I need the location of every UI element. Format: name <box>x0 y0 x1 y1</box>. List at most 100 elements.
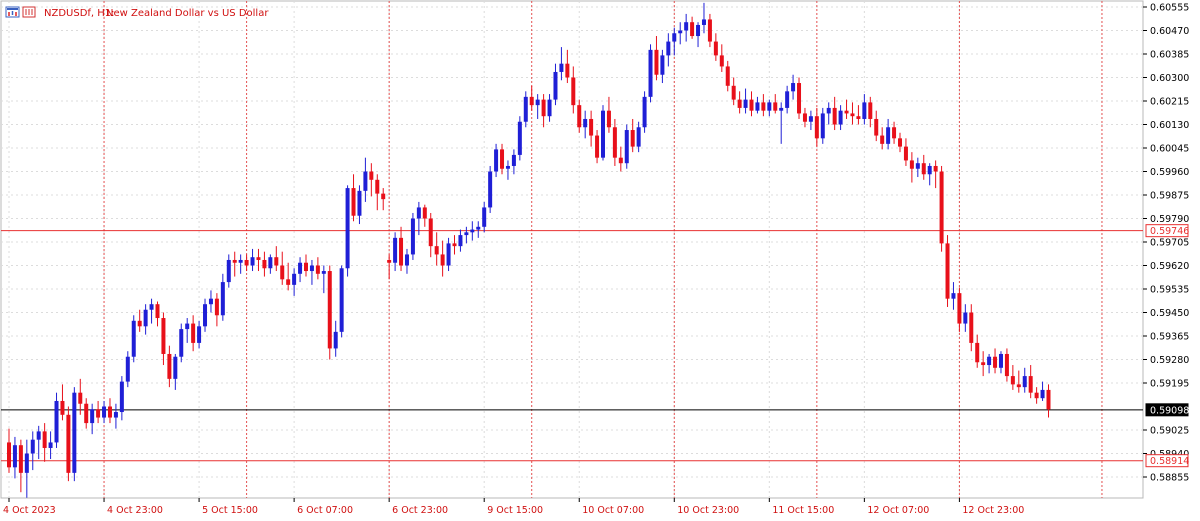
candle-bullish <box>755 96 760 114</box>
candle-body <box>785 91 790 108</box>
candle-bearish <box>606 96 611 133</box>
price-axis-label: 0.60300 <box>1150 73 1189 84</box>
candle-bearish <box>612 118 617 166</box>
candle-bearish <box>1010 365 1015 390</box>
candle-body <box>987 356 992 366</box>
candle-body <box>155 304 160 319</box>
candle-body <box>203 304 208 327</box>
candle-body <box>167 353 172 379</box>
candle-body <box>298 262 303 274</box>
candle-bearish <box>719 44 724 72</box>
candle-bullish <box>636 121 641 153</box>
candle-body <box>333 331 338 349</box>
candle-bearish <box>84 398 89 429</box>
candle-bearish <box>60 384 65 421</box>
candle-bearish <box>802 107 807 128</box>
candle-bullish <box>197 320 202 349</box>
candle-bearish <box>1028 365 1033 399</box>
candle-body <box>381 193 386 200</box>
price-line-label-text: 0.59098 <box>1150 405 1189 416</box>
candle-body <box>1010 376 1015 385</box>
candle-body <box>648 49 653 97</box>
price-lines <box>1 230 1143 462</box>
candle-bullish <box>505 160 510 180</box>
candle-body <box>791 83 796 92</box>
candle-body <box>880 135 885 144</box>
price-line-label: 0.59746 <box>1145 224 1189 238</box>
candle-bullish <box>131 315 136 363</box>
time-axis-label: 10 Oct 07:00 <box>582 505 644 516</box>
candle-body <box>850 113 855 117</box>
candle-bearish <box>850 102 855 125</box>
candle-body <box>862 102 867 119</box>
candle-bullish <box>410 212 415 260</box>
candle-body <box>529 96 534 106</box>
candle-body <box>434 246 439 255</box>
candle-bearish <box>529 85 534 111</box>
candle-body <box>701 19 706 25</box>
candle-bullish <box>102 400 107 424</box>
candle-bearish <box>452 235 457 255</box>
bars-toggle-icon[interactable] <box>22 6 36 18</box>
candle-bearish <box>244 254 249 272</box>
price-axis-label: 0.60470 <box>1150 26 1189 37</box>
candle-body <box>660 55 665 75</box>
candle-body <box>606 110 611 128</box>
candle-body <box>488 171 493 208</box>
candle-body <box>915 163 920 169</box>
candle-body <box>149 304 154 310</box>
candle-body <box>220 282 225 316</box>
candle-bearish <box>1034 387 1039 404</box>
candle-bullish <box>785 85 790 114</box>
candle-body <box>78 392 83 404</box>
candle-body <box>48 442 53 448</box>
candle-bullish <box>838 105 843 131</box>
candle-body <box>494 149 499 172</box>
candle-bearish <box>214 293 219 327</box>
candle-body <box>399 237 404 266</box>
candle-bullish <box>238 254 243 274</box>
candle-bearish <box>975 334 980 368</box>
candle-body <box>903 146 908 161</box>
candle-bullish <box>149 298 154 324</box>
candle-bearish <box>589 110 594 147</box>
candle-body <box>808 116 813 122</box>
candle-bullish <box>535 94 540 119</box>
candle-body <box>957 293 962 324</box>
candle-bearish <box>286 262 291 291</box>
candle-body <box>327 271 332 349</box>
candle-body <box>357 190 362 216</box>
candle-bullish <box>404 248 409 274</box>
candle-bearish <box>856 105 861 125</box>
candle-bearish <box>761 94 766 117</box>
candle-bearish <box>387 254 392 280</box>
candle-bullish <box>998 351 1003 374</box>
candle-bullish <box>309 259 314 285</box>
candle-body <box>1004 353 1009 377</box>
candle-body <box>601 110 605 158</box>
candle-bearish <box>868 96 873 128</box>
price-axis-label: 0.60555 <box>1150 3 1189 14</box>
candle-body <box>743 99 748 108</box>
candle-body <box>24 453 29 473</box>
time-axis[interactable]: 4 Oct 2023 4 Oct 23:00 5 Oct 15:00 6 Oct 07… <box>3 498 1024 516</box>
candle-body <box>113 412 118 418</box>
candle-body <box>208 298 213 305</box>
candle-bullish <box>743 88 748 114</box>
price-axis-label: 0.60215 <box>1150 97 1189 108</box>
candle-bearish <box>18 439 23 493</box>
candle-body <box>945 243 950 299</box>
candle-body <box>274 257 279 266</box>
candle-bearish <box>933 160 938 189</box>
price-axis[interactable]: 0.60555 0.60470 0.60385 0.60300 0.60215 0.601… <box>1143 3 1189 484</box>
candle-body <box>612 127 617 158</box>
candle-body <box>761 102 766 111</box>
candle-bullish <box>72 387 77 482</box>
candle-bullish <box>601 105 605 161</box>
candle-bullish <box>36 425 41 460</box>
candle-bullish <box>1022 367 1027 393</box>
candle-bullish <box>476 221 481 238</box>
